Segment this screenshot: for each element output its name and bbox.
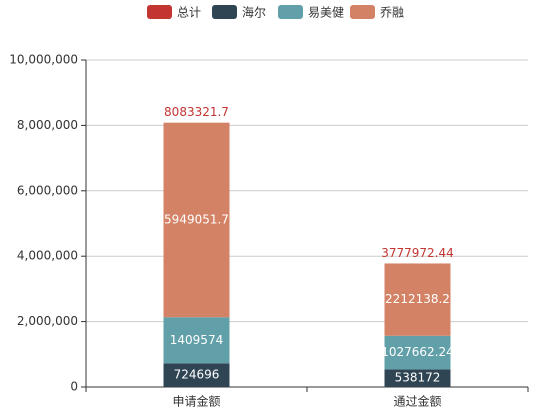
legend-label: 易美健	[308, 6, 344, 20]
legend-label: 总计	[177, 6, 201, 20]
y-tick-label: 0	[70, 380, 78, 394]
bar-segment	[384, 263, 451, 336]
total-label: 3777972.44	[381, 246, 454, 260]
legend-swatch	[278, 5, 303, 19]
x-tick-label: 申请金额	[172, 394, 220, 409]
legend-label: 乔融	[380, 6, 404, 20]
bar-segment	[384, 369, 451, 387]
legend-label: 海尔	[242, 5, 266, 20]
y-tick-label: 8,000,000	[17, 118, 78, 132]
total-label: 8083321.7	[164, 105, 229, 119]
bar-label: 538172	[395, 371, 441, 385]
x-tick-label: 通过金额	[393, 394, 441, 409]
y-tick-label: 6,000,000	[17, 183, 78, 197]
y-tick-label: 10,000,000	[9, 53, 78, 67]
y-tick-label: 2,000,000	[17, 314, 78, 328]
bar-label: 724696	[174, 368, 220, 382]
y-tick-label: 4,000,000	[17, 249, 78, 263]
bar-segment	[384, 335, 451, 370]
legend-swatch	[212, 5, 237, 19]
bar-label: 1027662.24	[381, 345, 454, 359]
legend-swatch	[350, 5, 375, 19]
bar-label: 2212138.2	[385, 292, 450, 306]
bar-label: 5949051.7	[164, 212, 229, 226]
bar-segment	[163, 363, 230, 387]
bar-segment	[163, 317, 230, 364]
bar-label: 1409574	[170, 333, 223, 347]
legend-swatch	[147, 5, 172, 19]
bar-segment	[163, 122, 230, 318]
